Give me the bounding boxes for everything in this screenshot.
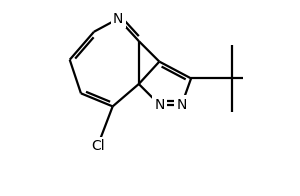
Text: N: N: [154, 98, 164, 112]
Text: N: N: [113, 12, 124, 26]
Text: N: N: [176, 98, 187, 112]
Text: Cl: Cl: [91, 139, 104, 153]
